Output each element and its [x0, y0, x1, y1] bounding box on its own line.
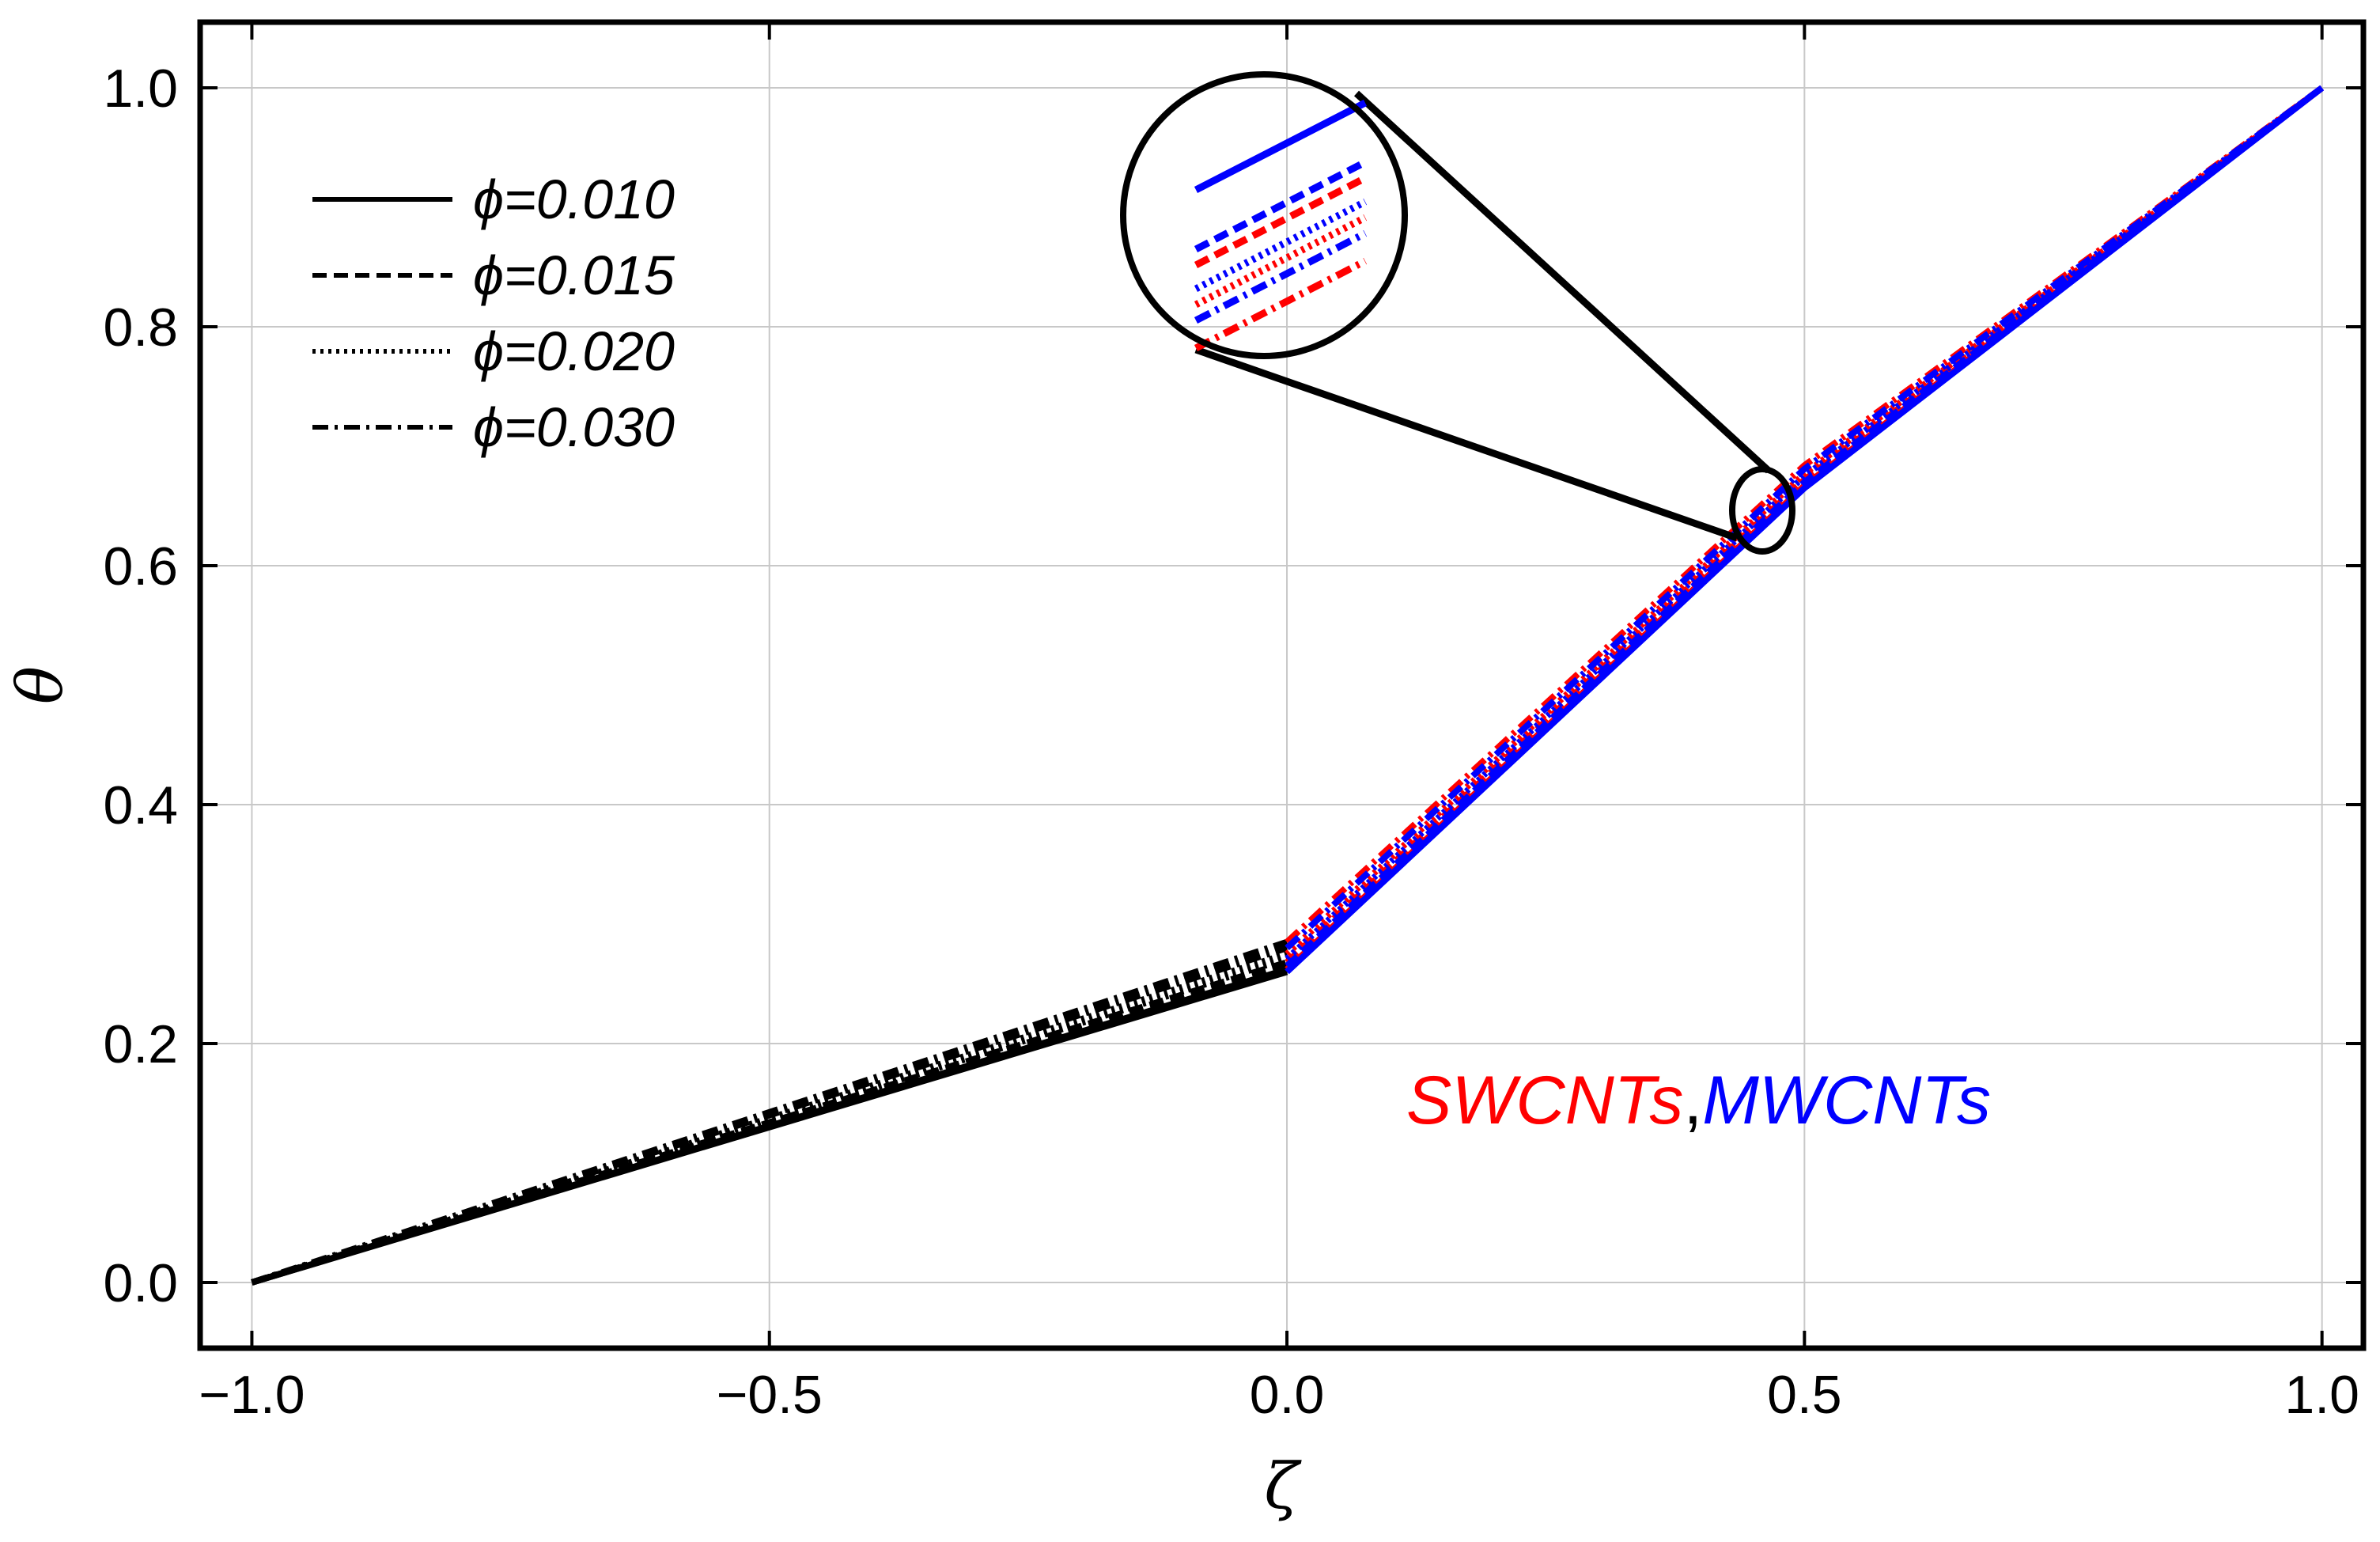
- series-line-left-0.010: [251, 968, 1288, 1286]
- inset-line-mwcnts-0.015: [1194, 158, 1368, 253]
- annotation-separator: ,: [1683, 1063, 1702, 1139]
- x-tick-label: 0.0: [1250, 1365, 1325, 1425]
- x-axis-title: ζ: [1264, 1449, 1302, 1523]
- series-line-left-0.020: [251, 955, 1288, 1286]
- series-line-swcnts-0.020: [1285, 85, 2325, 957]
- legend-label: ϕ=0.010: [473, 169, 675, 230]
- zoom-inset: [1120, 71, 1795, 555]
- y-tick-label: 0.4: [103, 775, 178, 835]
- series-lines: [251, 85, 2325, 1286]
- y-tick-label: 1.0: [103, 59, 178, 119]
- right-segment-group: [1285, 85, 2325, 975]
- axis-ticks: −1.0 −0.5 0.0 0.5 1.0 0.0 0.2 0.4 0.6 0.8 1.0: [103, 22, 2363, 1425]
- annotation-swcnt: SWCNTs: [1406, 1063, 1683, 1139]
- zoom-inset-lines: [1194, 99, 1368, 352]
- zoom-connector-upper: [1353, 90, 1772, 474]
- x-tick-label: −1.0: [199, 1365, 305, 1425]
- series-line-mwcnts-0.010: [1285, 85, 2325, 975]
- inset-line-mwcnts-0.010: [1194, 99, 1368, 194]
- x-tick-label: 0.5: [1767, 1365, 1842, 1425]
- legend-label: ϕ=0.015: [473, 244, 675, 306]
- inset-line-swcnts-0.015: [1194, 174, 1368, 269]
- y-tick-label: 0.2: [103, 1014, 178, 1074]
- x-tick-label: 1.0: [2284, 1365, 2359, 1425]
- y-tick-label: 0.8: [103, 297, 178, 358]
- zoom-source-marker: [1729, 466, 1795, 555]
- y-tick-label: 0.0: [103, 1253, 178, 1313]
- legend-label: ϕ=0.030: [473, 396, 675, 458]
- legend: ϕ=0.010 ϕ=0.015 ϕ=0.020 ϕ=0.030: [312, 169, 675, 458]
- inset-line-swcnts-0.020: [1194, 214, 1368, 309]
- inset-line-mwcnts-0.030: [1194, 229, 1368, 324]
- plot-frame: [197, 19, 2367, 1351]
- y-tick-label: 0.6: [103, 536, 178, 597]
- legend-label: ϕ=0.020: [473, 320, 675, 382]
- annotation-label: SWCNTs,MWCNTs: [1406, 1063, 1991, 1139]
- inset-line-mwcnts-0.020: [1194, 198, 1368, 293]
- x-tick-label: −0.5: [717, 1365, 823, 1425]
- zoom-inset-circle: [1120, 71, 1408, 359]
- grid: [200, 22, 2363, 1348]
- y-axis-title: θ: [3, 666, 77, 704]
- annotation-mwcnt: MWCNTs: [1702, 1063, 1991, 1139]
- series-line-mwcnts-0.030: [1285, 85, 2325, 951]
- left-segment-group: [251, 938, 1288, 1286]
- zoom-connector-lower: [1194, 346, 1739, 542]
- inset-line-swcnts-0.030: [1194, 257, 1368, 352]
